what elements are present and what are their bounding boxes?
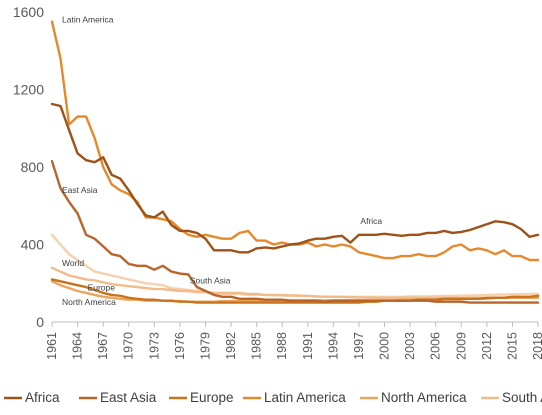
x-tick-label: 2009 bbox=[454, 332, 468, 360]
x-tick-label: 1994 bbox=[326, 332, 340, 360]
legend-item-east-asia: East Asia bbox=[79, 390, 157, 405]
series-lines bbox=[50, 20, 540, 304]
y-tick-label: 1600 bbox=[13, 4, 44, 20]
legend-label: Latin America bbox=[264, 390, 346, 405]
annotation-east-asia: East Asia bbox=[62, 185, 98, 195]
x-tick-label: 2000 bbox=[378, 332, 392, 360]
legend-item-south-asia: South Asia bbox=[481, 390, 542, 405]
series-line-europe bbox=[50, 278, 540, 304]
series-line-south-asia bbox=[50, 266, 540, 299]
x-tick-label: 2015 bbox=[505, 332, 519, 360]
x-tick-label: 1970 bbox=[122, 332, 136, 360]
annotation-south-asia: South Asia bbox=[190, 276, 231, 286]
legend-item-africa: Africa bbox=[4, 390, 60, 405]
legend-item-europe: Europe bbox=[169, 390, 234, 405]
x-tick-label: 1988 bbox=[275, 332, 289, 360]
x-tick-label: 2018 bbox=[531, 332, 542, 360]
legend-label: South Asia bbox=[502, 390, 542, 405]
annotation-north-america: North America bbox=[62, 297, 116, 307]
annotation-latin-america: Latin America bbox=[62, 15, 114, 25]
legend-label: East Asia bbox=[100, 390, 157, 405]
x-tick-label: 1997 bbox=[352, 332, 366, 360]
annotation-world: World bbox=[62, 258, 84, 268]
x-tick-label: 1973 bbox=[147, 332, 161, 360]
y-tick-label: 400 bbox=[21, 237, 45, 253]
x-tick-label: 1967 bbox=[96, 332, 110, 360]
x-tick-label: 1964 bbox=[71, 332, 85, 360]
legend-label: North America bbox=[381, 390, 467, 405]
x-tick-label: 1991 bbox=[301, 332, 315, 360]
x-tick-label: 1979 bbox=[198, 332, 212, 360]
legend-item-latin-america: Latin America bbox=[243, 390, 346, 405]
series-line-africa bbox=[50, 102, 540, 254]
x-tick-label: 2003 bbox=[403, 332, 417, 360]
x-tick-label: 1985 bbox=[250, 332, 264, 360]
x-tick-label: 1982 bbox=[224, 332, 238, 360]
annotations: Latin America East Asia Africa World South A… bbox=[62, 15, 382, 307]
y-tick-label: 0 bbox=[36, 314, 44, 330]
legend-label: Africa bbox=[25, 390, 60, 405]
annotation-africa: Africa bbox=[360, 216, 382, 226]
legend: Africa East Asia Europe Latin America North … bbox=[4, 390, 542, 405]
x-tick-label: 1976 bbox=[173, 332, 187, 360]
series-line-east-asia bbox=[50, 159, 540, 304]
legend-item-north-america: North America bbox=[360, 390, 467, 405]
x-tick-label: 2006 bbox=[429, 332, 443, 360]
legend-label: Europe bbox=[190, 390, 234, 405]
x-tick-label: 1961 bbox=[45, 332, 59, 360]
annotation-europe: Europe bbox=[88, 282, 116, 292]
axes: 0 400 800 1200 1600 1961 1964 1967 1970 1973 1976 1… bbox=[13, 4, 542, 360]
y-tick-label: 800 bbox=[21, 159, 45, 175]
series-line-latin-america bbox=[50, 20, 540, 262]
x-tick-label: 2012 bbox=[480, 332, 494, 360]
y-tick-label: 1200 bbox=[13, 82, 44, 98]
